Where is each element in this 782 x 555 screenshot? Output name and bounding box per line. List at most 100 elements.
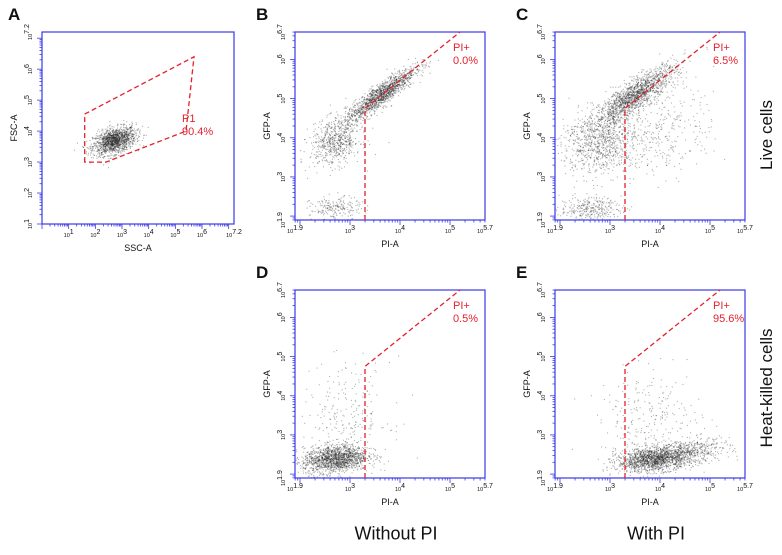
data-point bbox=[315, 135, 317, 137]
data-point bbox=[351, 116, 353, 118]
data-point bbox=[638, 86, 640, 88]
data-point bbox=[307, 177, 309, 179]
data-point bbox=[625, 84, 627, 86]
data-point bbox=[367, 102, 369, 104]
data-point bbox=[371, 94, 373, 96]
data-point bbox=[350, 123, 352, 125]
data-point bbox=[334, 126, 336, 128]
data-point bbox=[651, 77, 653, 79]
data-point bbox=[575, 126, 577, 128]
data-point bbox=[111, 151, 113, 153]
data-point bbox=[344, 129, 346, 131]
data-point bbox=[349, 204, 351, 206]
data-point bbox=[635, 81, 637, 83]
data-point bbox=[382, 95, 384, 97]
data-point bbox=[418, 70, 420, 72]
data-point bbox=[337, 123, 339, 125]
data-point bbox=[635, 84, 637, 86]
data-point bbox=[113, 147, 115, 149]
data-point bbox=[664, 85, 666, 87]
data-point bbox=[117, 141, 119, 143]
data-point bbox=[629, 96, 631, 98]
data-point bbox=[351, 207, 353, 209]
data-point bbox=[655, 83, 657, 85]
data-point bbox=[646, 96, 648, 98]
data-point bbox=[659, 94, 661, 96]
data-point bbox=[323, 145, 325, 147]
data-point bbox=[632, 109, 634, 111]
data-point bbox=[385, 98, 387, 100]
data-point bbox=[621, 110, 623, 112]
data-point bbox=[331, 127, 333, 129]
data-point bbox=[657, 87, 659, 89]
data-point bbox=[622, 103, 624, 105]
data-point bbox=[391, 95, 393, 97]
data-point bbox=[388, 93, 390, 95]
data-point bbox=[127, 142, 129, 144]
data-point bbox=[374, 94, 376, 96]
data-point bbox=[412, 71, 414, 73]
data-point bbox=[616, 101, 618, 103]
data-point bbox=[395, 77, 397, 79]
data-point bbox=[611, 103, 613, 105]
data-point bbox=[119, 144, 121, 146]
data-point bbox=[335, 208, 337, 210]
data-point bbox=[358, 115, 360, 117]
data-point bbox=[111, 135, 113, 137]
data-point bbox=[385, 93, 387, 95]
data-point bbox=[109, 143, 111, 145]
data-point bbox=[380, 88, 382, 90]
data-point bbox=[648, 86, 650, 88]
data-point bbox=[645, 87, 647, 89]
data-point bbox=[617, 100, 619, 102]
data-point bbox=[73, 149, 75, 151]
data-point bbox=[659, 74, 661, 76]
data-point bbox=[382, 105, 384, 107]
data-point bbox=[106, 140, 108, 142]
data-point bbox=[615, 112, 617, 114]
data-point bbox=[114, 149, 116, 151]
data-point bbox=[346, 128, 348, 130]
data-point bbox=[631, 94, 633, 96]
data-point bbox=[647, 80, 649, 82]
data-point bbox=[623, 95, 625, 97]
data-point bbox=[369, 101, 371, 103]
data-point bbox=[99, 141, 101, 143]
data-point bbox=[119, 142, 121, 144]
data-point bbox=[629, 101, 631, 103]
data-point bbox=[107, 138, 109, 140]
data-point bbox=[329, 145, 331, 147]
data-point bbox=[105, 141, 107, 143]
data-point bbox=[619, 93, 621, 95]
data-point bbox=[601, 112, 603, 114]
tick-label: 103 bbox=[24, 157, 34, 167]
data-point bbox=[338, 136, 340, 138]
data-point bbox=[109, 139, 111, 141]
data-point bbox=[638, 92, 640, 94]
data-point bbox=[387, 94, 389, 96]
data-point bbox=[374, 94, 376, 96]
data-point bbox=[363, 112, 365, 114]
data-point bbox=[351, 218, 353, 220]
data-point bbox=[104, 140, 106, 142]
data-point bbox=[640, 85, 642, 87]
data-point bbox=[128, 134, 130, 136]
data-point bbox=[355, 115, 357, 117]
data-point bbox=[96, 141, 98, 143]
data-point bbox=[403, 65, 405, 67]
data-point bbox=[345, 131, 347, 133]
data-point bbox=[330, 153, 332, 155]
data-point bbox=[115, 138, 117, 140]
data-point bbox=[123, 145, 125, 147]
data-point bbox=[642, 92, 644, 94]
data-point bbox=[361, 112, 363, 114]
data-point bbox=[120, 127, 122, 129]
data-point bbox=[388, 88, 390, 90]
data-point bbox=[647, 74, 649, 76]
data-point bbox=[93, 143, 95, 145]
data-point bbox=[422, 64, 424, 66]
data-point bbox=[668, 78, 670, 80]
data-point bbox=[338, 145, 340, 147]
data-point bbox=[125, 139, 127, 141]
data-point bbox=[107, 146, 109, 148]
